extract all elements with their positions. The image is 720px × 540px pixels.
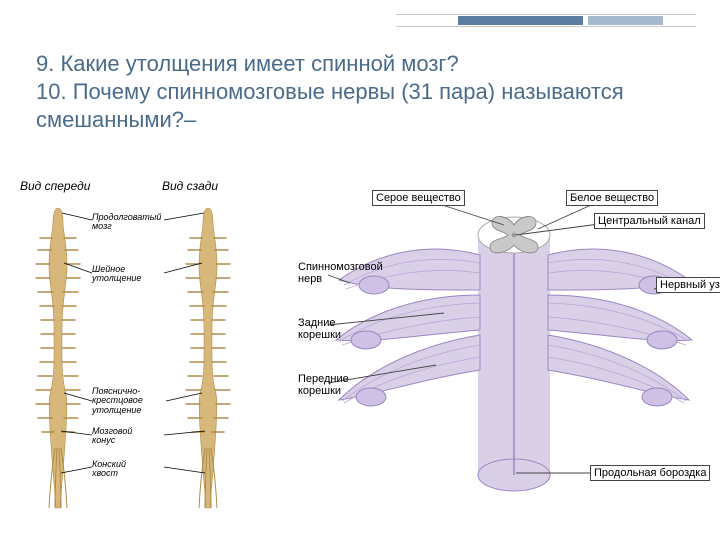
label-ganglion: Нервный узел <box>656 277 720 293</box>
label-spinal-nerve: Спинномозговой нерв <box>298 261 383 285</box>
label-view-front: Вид спереди <box>20 179 90 193</box>
label-fissure: Продольная бороздка <box>590 465 710 481</box>
label-grey-matter: Серое вещество <box>372 190 465 206</box>
question-9: 9. Какие утолщения имеет спинной мозг? <box>36 50 684 78</box>
label-central-canal: Центральный канал <box>594 213 705 229</box>
deco-bar-dark <box>458 16 583 25</box>
figures-row: Вид спереди Вид сзади Продолговатый мозг… <box>14 175 706 524</box>
title-block: 9. Какие утолщения имеет спинной мозг? 1… <box>36 50 684 134</box>
label-view-back: Вид сзади <box>162 179 218 193</box>
slide: 9. Какие утолщения имеет спинной мозг? 1… <box>0 0 720 540</box>
deco-bar-light <box>588 16 663 25</box>
label-ventral-roots: Передние корешки <box>298 373 349 397</box>
deco-line <box>396 14 696 15</box>
figure-left: Вид спереди Вид сзади Продолговатый мозг… <box>14 175 274 524</box>
label-dorsal-roots: Задние корешки <box>298 317 341 341</box>
figure-right: Серое вещество Белое вещество Центральны… <box>304 175 720 524</box>
header-decoration <box>396 14 696 30</box>
spinal-cord-diagram <box>14 203 274 523</box>
question-10: 10. Почему спинномозговые нервы (31 пара… <box>36 78 684 134</box>
deco-line <box>396 26 696 27</box>
label-white-matter: Белое вещество <box>566 190 658 206</box>
